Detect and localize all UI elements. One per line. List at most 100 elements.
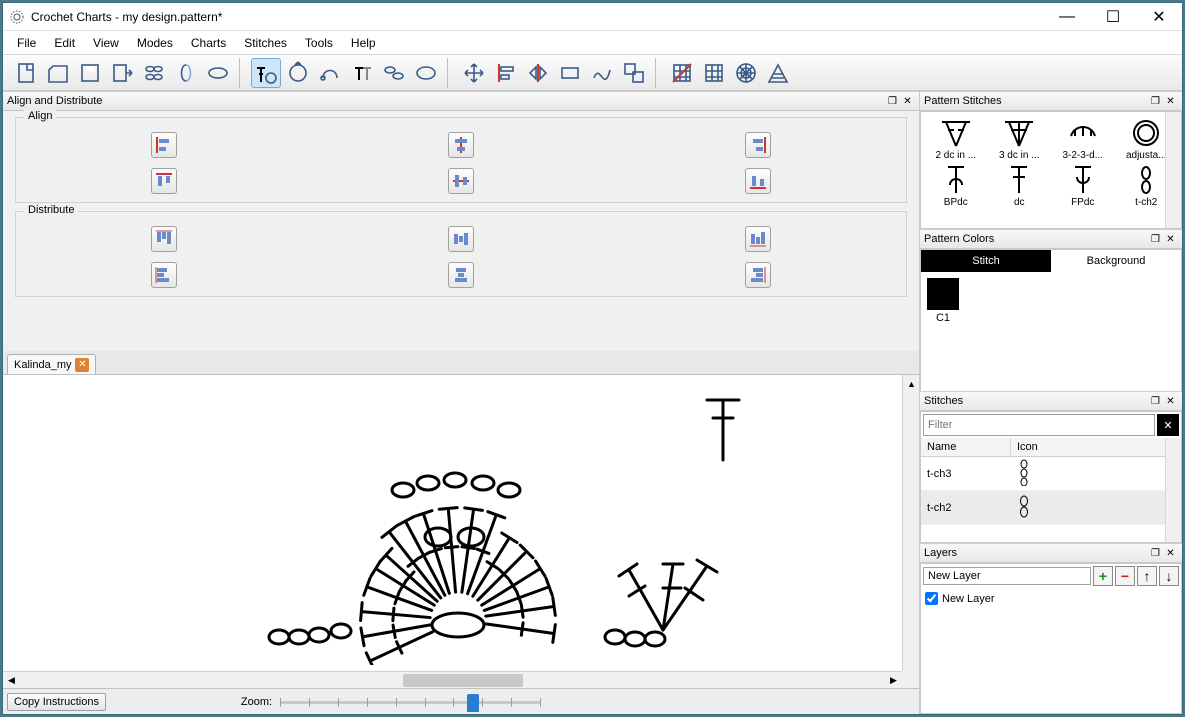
fill-region-button[interactable] (555, 58, 585, 88)
canvas-vertical-scrollbar[interactable]: ▲ (902, 375, 919, 671)
app-window: Crochet Charts - my design.pattern* — ☐ … (2, 2, 1183, 715)
triangle-button[interactable] (763, 58, 793, 88)
tab-close-icon[interactable]: ✕ (75, 358, 89, 372)
align-top-button[interactable] (151, 168, 177, 194)
path-button[interactable] (587, 58, 617, 88)
stitch-table-row[interactable]: t-ch2 (921, 491, 1181, 525)
export-button[interactable] (107, 58, 137, 88)
pattern-stitch-item[interactable]: BPdc (925, 163, 987, 208)
group-button[interactable] (619, 58, 649, 88)
stitch-icon (1126, 163, 1166, 197)
document-tab[interactable]: Kalinda_my ✕ (7, 354, 96, 374)
add-layer-button[interactable]: + (1093, 566, 1113, 586)
colors-tab-stitch[interactable]: Stitch (921, 250, 1051, 272)
dock-float-icon[interactable]: ❐ (1148, 232, 1163, 247)
copy-instructions-button[interactable]: Copy Instructions (7, 693, 106, 711)
mirror-h-button[interactable] (171, 58, 201, 88)
dist-top-button[interactable] (151, 226, 177, 252)
stitches-col-name[interactable]: Name (921, 438, 1011, 456)
pattern-stitch-item[interactable]: FPdc (1052, 163, 1114, 208)
colors-tab-background[interactable]: Background (1051, 250, 1181, 272)
minimize-button[interactable]: — (1044, 3, 1090, 30)
dock-close-icon[interactable]: ✕ (1163, 546, 1178, 561)
radial-button[interactable] (731, 58, 761, 88)
close-button[interactable]: ✕ (1136, 3, 1182, 30)
menu-edit[interactable]: Edit (46, 33, 83, 53)
dock-close-icon[interactable]: ✕ (900, 94, 915, 109)
dock-float-icon[interactable]: ❐ (1148, 546, 1163, 561)
dist-bottom-button[interactable] (745, 226, 771, 252)
menu-charts[interactable]: Charts (183, 33, 234, 53)
menu-file[interactable]: File (9, 33, 44, 53)
zoom-label: Zoom: (241, 696, 272, 708)
save-file-button[interactable] (75, 58, 105, 88)
dock-close-icon[interactable]: ✕ (1163, 94, 1178, 109)
pattern-stitch-item[interactable]: dc (989, 163, 1051, 208)
zoom-slider[interactable] (280, 693, 540, 711)
crochet-chart-drawing (3, 375, 893, 665)
menu-help[interactable]: Help (343, 33, 384, 53)
edit-stitch-button[interactable] (251, 58, 281, 88)
pattern-stitch-item[interactable]: 3-2-3-d... (1052, 116, 1114, 161)
grid-exclude-button[interactable] (667, 58, 697, 88)
generate-rows-button[interactable] (139, 58, 169, 88)
mirror-v-button[interactable] (203, 58, 233, 88)
layer-item[interactable]: New Layer (923, 590, 1179, 607)
dock-close-icon[interactable]: ✕ (1163, 232, 1178, 247)
maximize-button[interactable]: ☐ (1090, 3, 1136, 30)
mini-scrollbar[interactable] (1165, 438, 1181, 542)
move-button[interactable] (459, 58, 489, 88)
align-v-center-button[interactable] (448, 168, 474, 194)
chart-canvas[interactable]: ▲ ◀ ▶ (3, 375, 919, 688)
menu-modes[interactable]: Modes (129, 33, 181, 53)
scroll-right-icon[interactable]: ▶ (885, 672, 902, 689)
link-stitches-button[interactable] (379, 58, 409, 88)
scroll-left-icon[interactable]: ◀ (3, 672, 20, 689)
stitch-icon (936, 163, 976, 197)
rotate-stitch-button[interactable] (283, 58, 313, 88)
dist-right-button[interactable] (745, 262, 771, 288)
dock-close-icon[interactable]: ✕ (1163, 394, 1178, 409)
canvas-horizontal-scrollbar[interactable]: ◀ ▶ (3, 671, 902, 688)
new-file-button[interactable] (11, 58, 41, 88)
layer-up-button[interactable]: ↑ (1137, 566, 1157, 586)
menu-stitches[interactable]: Stitches (236, 33, 295, 53)
dock-float-icon[interactable]: ❐ (885, 94, 900, 109)
pattern-stitch-item[interactable]: 2 dc in ... (925, 116, 987, 161)
dock-float-icon[interactable]: ❐ (1148, 94, 1163, 109)
align-left-button[interactable] (151, 132, 177, 158)
duplicate-button[interactable] (347, 58, 377, 88)
dock-float-icon[interactable]: ❐ (1148, 394, 1163, 409)
dist-left-button[interactable] (151, 262, 177, 288)
layer-name-input[interactable] (923, 567, 1091, 585)
remove-layer-button[interactable]: − (1115, 566, 1135, 586)
pattern-colors-title: Pattern Colors ❐ ✕ (920, 229, 1182, 249)
loop-button[interactable] (315, 58, 345, 88)
stitch-label: t-ch2 (1135, 197, 1157, 208)
ellipse-button[interactable] (411, 58, 441, 88)
pattern-stitch-item[interactable]: 3 dc in ... (989, 116, 1051, 161)
clear-filter-icon[interactable]: ✕ (1157, 414, 1179, 436)
align-left-button[interactable] (491, 58, 521, 88)
dist-v-center-button[interactable] (448, 226, 474, 252)
menu-view[interactable]: View (85, 33, 127, 53)
align-bottom-button[interactable] (745, 168, 771, 194)
dist-h-center-button[interactable] (448, 262, 474, 288)
document-tabstrip: Kalinda_my ✕ (3, 351, 919, 375)
scrollbar-thumb[interactable] (403, 674, 523, 687)
align-right-button[interactable] (745, 132, 771, 158)
grid-button[interactable] (699, 58, 729, 88)
open-file-button[interactable] (43, 58, 73, 88)
stitches-filter-input[interactable] (923, 414, 1155, 436)
zoom-handle[interactable] (467, 694, 479, 712)
stitches-col-icon[interactable]: Icon (1011, 438, 1181, 456)
scroll-up-icon[interactable]: ▲ (903, 375, 919, 392)
layer-visibility-checkbox[interactable] (925, 592, 938, 605)
align-h-center-button[interactable] (448, 132, 474, 158)
mini-scrollbar[interactable] (1165, 112, 1181, 228)
layer-down-button[interactable]: ↓ (1159, 566, 1179, 586)
color-swatch[interactable] (927, 278, 959, 310)
stitch-table-row[interactable]: t-ch3 (921, 457, 1181, 491)
menu-tools[interactable]: Tools (297, 33, 341, 53)
flip-button[interactable] (523, 58, 553, 88)
